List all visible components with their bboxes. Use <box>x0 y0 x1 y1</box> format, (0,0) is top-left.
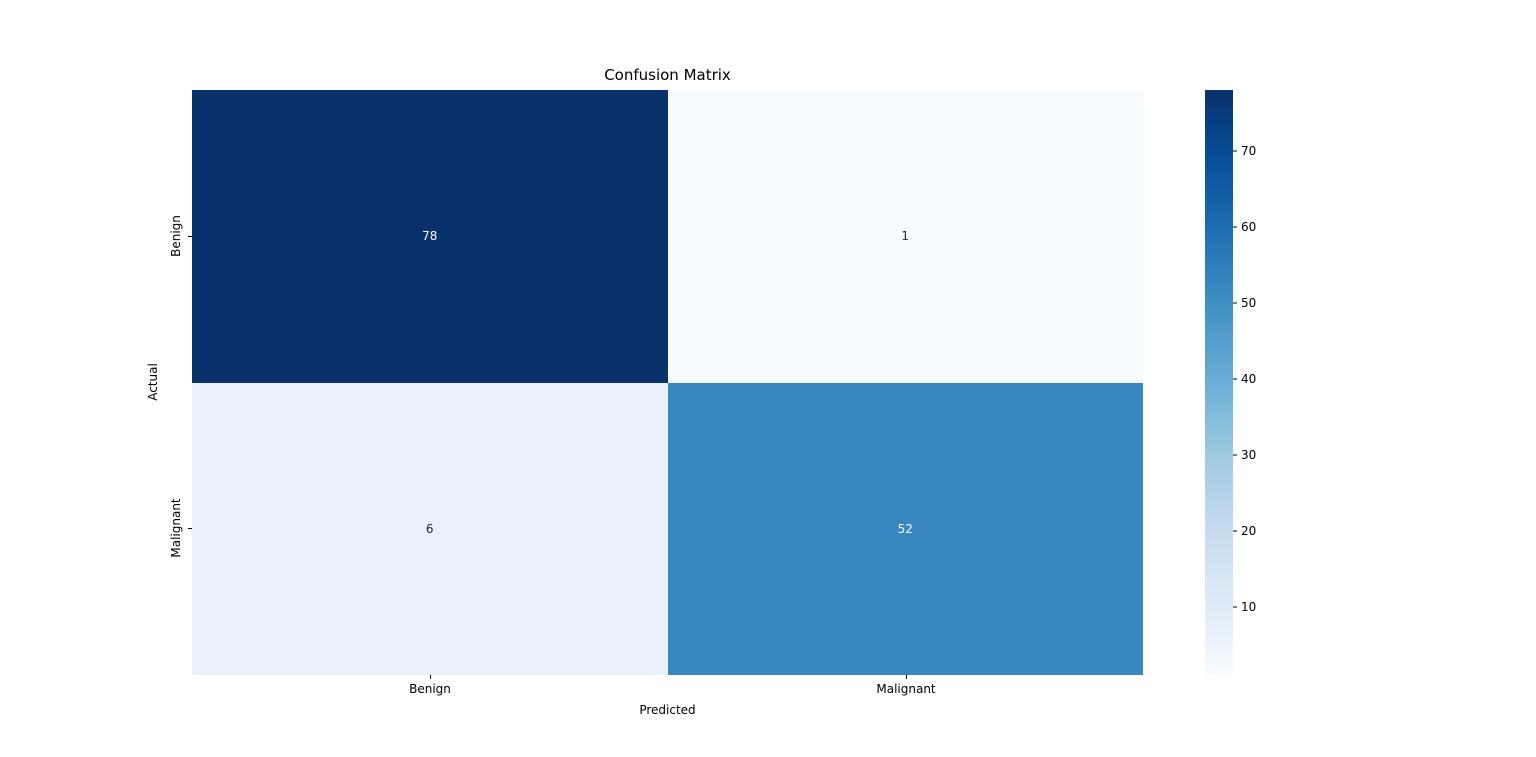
colorbar-tick-label: 30 <box>1241 447 1257 462</box>
y-tick-mark <box>188 528 192 529</box>
heatmap-cell: 78 <box>192 90 668 383</box>
cell-value: 6 <box>425 521 434 536</box>
cell-value: 1 <box>901 229 910 244</box>
colorbar-tick-label: 60 <box>1241 219 1257 234</box>
y-tick-mark <box>188 236 192 237</box>
x-tick-mark <box>906 675 907 679</box>
colorbar-tick-label: 40 <box>1241 371 1257 386</box>
colorbar-tick-mark <box>1233 530 1237 532</box>
colorbar-tick-mark <box>1233 606 1237 608</box>
colorbar-tick-label: 20 <box>1241 523 1257 538</box>
colorbar-tick-mark <box>1233 150 1237 152</box>
cell-value: 52 <box>897 521 913 536</box>
colorbar <box>1205 90 1233 675</box>
colorbar-tick-mark <box>1233 454 1237 456</box>
heatmap-cell: 1 <box>667 90 1143 383</box>
colorbar-tick-label: 50 <box>1241 295 1257 310</box>
colorbar-ticks: 10 20 30 40 50 60 70 <box>1233 90 1293 675</box>
y-tick-label-benign: Benign <box>169 215 183 257</box>
colorbar-tick-mark <box>1233 378 1237 380</box>
y-axis-label: Actual <box>146 363 160 401</box>
x-tick-mark <box>430 675 431 679</box>
x-tick-label-malignant: Malignant <box>876 682 936 696</box>
heatmap-cell: 52 <box>667 382 1143 675</box>
colorbar-tick-mark <box>1233 302 1237 304</box>
chart-title: Confusion Matrix <box>604 66 731 84</box>
colorbar-tick-mark <box>1233 226 1237 228</box>
heatmap-cell: 6 <box>192 382 668 675</box>
colorbar-tick-label: 70 <box>1241 143 1257 158</box>
x-tick-label-benign: Benign <box>409 682 451 696</box>
colorbar-tick-label: 10 <box>1241 599 1257 614</box>
heatmap: 78 1 6 52 <box>192 90 1143 675</box>
y-tick-label-malignant: Malignant <box>169 498 183 558</box>
cell-value: 78 <box>422 229 438 244</box>
x-axis-label: Predicted <box>639 703 696 717</box>
